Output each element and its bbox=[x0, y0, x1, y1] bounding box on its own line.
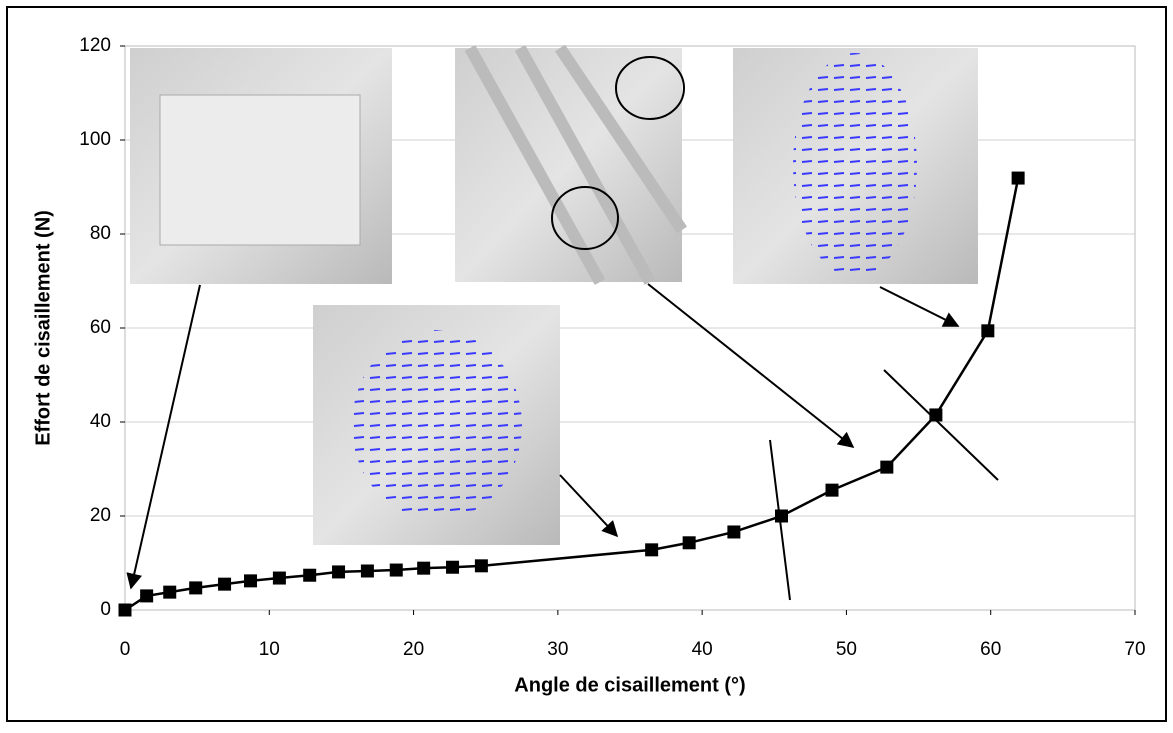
x-tick-label: 50 bbox=[836, 639, 857, 660]
data-point bbox=[775, 509, 788, 523]
data-point bbox=[140, 589, 154, 603]
data-point bbox=[360, 564, 374, 578]
data-point bbox=[163, 585, 177, 599]
arrow bbox=[559, 474, 619, 538]
data-point bbox=[446, 560, 460, 574]
data-point bbox=[645, 543, 659, 557]
vector-field bbox=[352, 330, 522, 520]
data-point bbox=[332, 565, 346, 579]
x-tick-label: 10 bbox=[259, 639, 280, 660]
data-point bbox=[189, 581, 203, 595]
y-tick-label: 80 bbox=[90, 223, 111, 244]
data-point bbox=[880, 460, 894, 474]
data-point bbox=[389, 563, 403, 577]
y-tick-label: 0 bbox=[100, 599, 111, 620]
data-point bbox=[303, 568, 317, 582]
data-point bbox=[981, 324, 995, 338]
data-point bbox=[118, 603, 132, 617]
arrow bbox=[879, 286, 960, 327]
data-point bbox=[929, 408, 943, 422]
data-point bbox=[682, 536, 696, 550]
x-tick-label: 20 bbox=[403, 639, 424, 660]
y-tick-label: 20 bbox=[90, 505, 111, 526]
data-point bbox=[1011, 171, 1025, 185]
x-tick-label: 30 bbox=[547, 639, 568, 660]
arrow bbox=[126, 284, 201, 590]
data-point bbox=[825, 483, 839, 497]
data-point bbox=[417, 561, 431, 575]
y-tick-label: 40 bbox=[90, 411, 111, 432]
inset-photos bbox=[130, 44, 978, 545]
annotations bbox=[126, 283, 999, 601]
x-tick-label: 60 bbox=[980, 639, 1001, 660]
data-point bbox=[272, 571, 286, 585]
x-tick-label: 40 bbox=[692, 639, 713, 660]
circle bbox=[551, 186, 619, 250]
photo-detail bbox=[159, 94, 361, 246]
y-tick-label: 60 bbox=[90, 317, 111, 338]
data-point bbox=[218, 577, 232, 591]
photo-detail bbox=[464, 44, 687, 285]
data-point bbox=[474, 559, 488, 573]
x-axis-title: Angle de cisaillement (°) bbox=[514, 674, 745, 696]
circle bbox=[615, 56, 685, 120]
marker-line bbox=[883, 369, 999, 481]
arrow bbox=[647, 283, 855, 448]
y-axis-title: Effort de cisaillement (N) bbox=[32, 210, 54, 446]
x-tick-label: 70 bbox=[1124, 639, 1145, 660]
y-tick-label: 100 bbox=[79, 129, 111, 150]
data-point bbox=[244, 574, 258, 588]
x-tick-label: 0 bbox=[120, 639, 131, 660]
data-point bbox=[727, 525, 741, 539]
vector-field bbox=[793, 53, 917, 277]
frame bbox=[6, 6, 1167, 722]
y-tick-label: 120 bbox=[79, 35, 111, 56]
